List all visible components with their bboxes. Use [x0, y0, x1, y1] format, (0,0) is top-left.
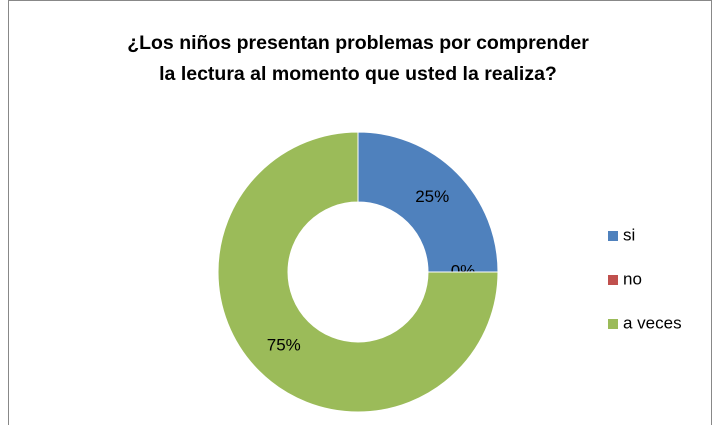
legend-label: a veces [623, 313, 682, 332]
data-label: 25% [415, 187, 449, 206]
legend-label: no [623, 269, 642, 288]
data-label: 75% [267, 336, 301, 355]
legend-swatch [608, 231, 618, 241]
legend-label: si [623, 225, 635, 244]
legend-swatch [608, 319, 618, 329]
donut-slice [357, 131, 499, 273]
donut-slice [217, 131, 499, 413]
legend-swatch [608, 275, 618, 285]
chart-title: ¿Los niños presentan problemas por compr… [127, 32, 589, 85]
